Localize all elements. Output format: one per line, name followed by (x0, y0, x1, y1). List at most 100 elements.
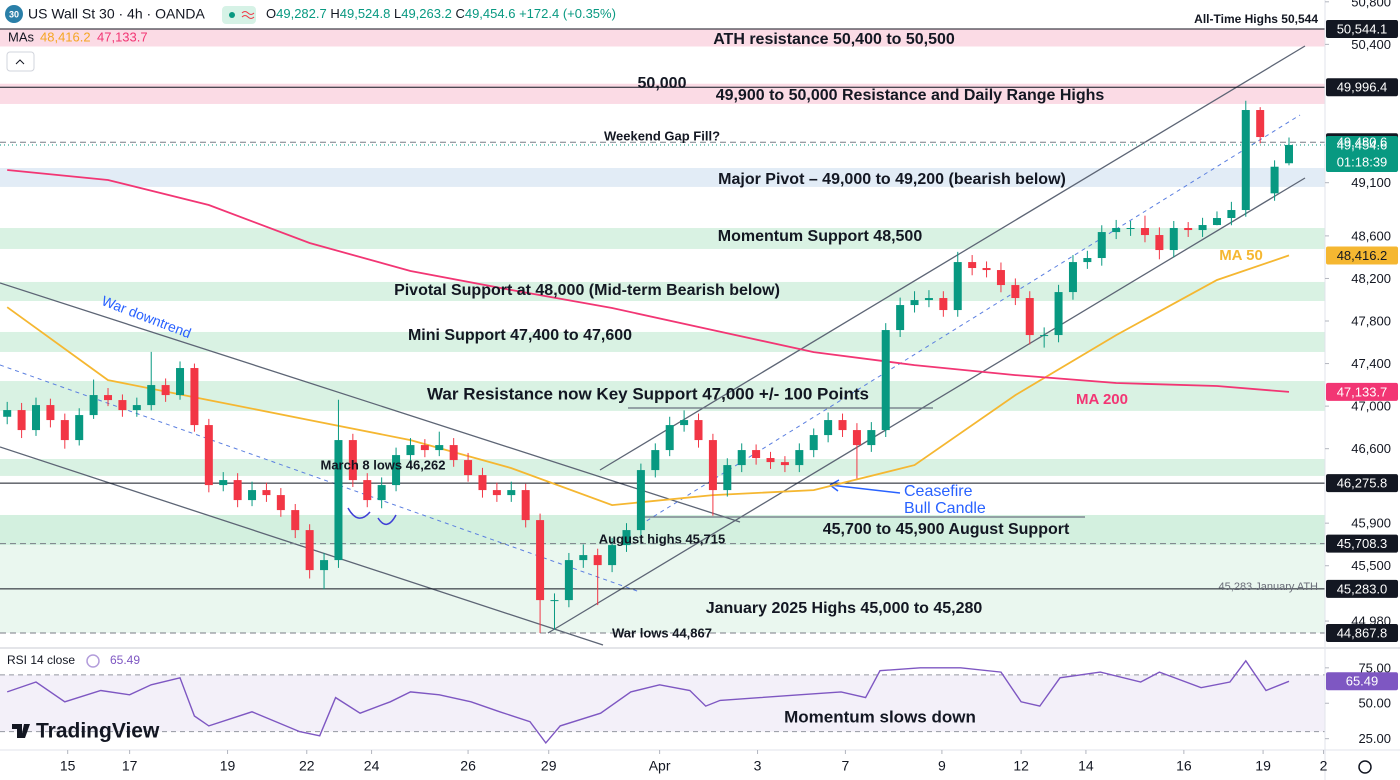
ohlc-key: C (455, 6, 464, 21)
trend-line (547, 177, 1306, 634)
hand-mark (377, 514, 397, 525)
candle-body (521, 490, 530, 521)
level-label: 45,283.0 (1337, 581, 1388, 596)
zone-label: War Resistance now Key Support 47,000 +/… (427, 384, 869, 403)
candle-body (622, 530, 631, 546)
candle-body (75, 415, 84, 441)
candle-body (1241, 110, 1250, 211)
settings-button[interactable] (1358, 760, 1372, 774)
y-tick-label: 45,900 (1351, 516, 1391, 531)
y-tick-label: 48,200 (1351, 271, 1391, 286)
candle-body (420, 445, 429, 451)
change: +172.4 (+0.35%) (519, 6, 616, 21)
y-tick-label: 47,800 (1351, 313, 1391, 328)
candle-body (608, 545, 617, 566)
candle-body (1155, 235, 1164, 251)
candle-body (204, 425, 213, 486)
candle-body (752, 450, 761, 459)
candle-body (896, 305, 905, 331)
ma-label: 48,416.2 (1337, 248, 1388, 263)
zone (0, 381, 1325, 411)
symbol-icon (5, 5, 23, 23)
ohlc-key: H (330, 6, 339, 21)
y-tick-label: 50,800 (1351, 0, 1391, 9)
candle-body (953, 262, 962, 311)
zone (0, 228, 1325, 249)
y-tick-label: 48,600 (1351, 228, 1391, 243)
ma-label-box (1326, 246, 1398, 265)
rsi-tick-label: 50.00 (1358, 696, 1391, 711)
ohlc-value: 49,454.6 (465, 6, 516, 21)
ohlc-value: 49,282.7 (276, 6, 327, 21)
annotation: 45,283 January ATH (1219, 581, 1319, 593)
candle-body (881, 330, 890, 431)
y-tick-label: 49,100 (1351, 175, 1391, 190)
candle-body (1068, 262, 1077, 293)
ma-legend: MA 200 (1076, 391, 1128, 408)
rsi-title[interactable]: RSI 14 close (7, 653, 75, 667)
level-label: 45,708.3 (1337, 536, 1388, 551)
candle-body (910, 300, 919, 306)
x-tick-label: 29 (541, 758, 557, 774)
candle-body (996, 270, 1005, 286)
candle-body (680, 420, 689, 426)
candle-body (1169, 228, 1178, 251)
candle-body (305, 530, 314, 571)
ma-label: 47,133.7 (1337, 384, 1388, 399)
axis-layer: 50,800 50,400 49,100 48,600 48,200 47,800 47,4… (60, 0, 1398, 774)
collapse-button[interactable] (6, 51, 35, 72)
candle-body (780, 462, 789, 466)
candle-body (1270, 166, 1279, 194)
collapse-icon (15, 59, 25, 65)
candle-body (248, 490, 257, 501)
candle-body (924, 298, 933, 301)
rsi-line (6, 659, 1290, 745)
rsi-label-box (1326, 672, 1398, 691)
symbol[interactable]: US Wall St 30 · 4h · OANDA (28, 6, 206, 22)
candle-body (550, 600, 559, 602)
candle-body (348, 440, 357, 481)
candle-body (464, 460, 473, 476)
y-tick-label: 47,000 (1351, 399, 1391, 414)
candle-body (593, 555, 602, 566)
candle-body (132, 405, 141, 411)
trend-midline (639, 114, 1301, 526)
x-tick-label: 17 (122, 758, 138, 774)
zone (0, 28, 1325, 47)
countdown: 01:18:39 (1337, 154, 1388, 169)
candle-body (708, 440, 717, 491)
candle-body (89, 395, 98, 416)
trend-line (0, 446, 604, 646)
status-icon (241, 11, 255, 19)
candle-body (824, 420, 833, 436)
candle-body (1083, 258, 1092, 263)
candle-body (118, 400, 127, 411)
status-badge[interactable] (222, 6, 256, 24)
annotation: Ceasefire (904, 483, 973, 500)
candle-body (809, 435, 818, 451)
candle-body (406, 445, 415, 456)
candle-body (435, 445, 444, 451)
x-tick-label: 22 (299, 758, 315, 774)
x-tick-label: 9 (938, 758, 946, 774)
zone (0, 331, 1325, 352)
ohlc-key: O (266, 6, 276, 21)
ohlc: O49,282.7 H49,524.8 L49,263.2 C49,454.6 … (266, 6, 616, 21)
candle-body (392, 455, 401, 486)
zone-label: Major Pivot – 49,000 to 49,200 (bearish … (718, 171, 1066, 188)
y-tick-label: 47,400 (1351, 356, 1391, 371)
level-label-box (1326, 20, 1398, 39)
zone-label: Pivotal Support at 48,000 (Mid-term Bear… (394, 282, 780, 299)
candle-body (1256, 110, 1265, 138)
zone-label: January 2025 Highs 45,000 to 45,280 (706, 600, 983, 617)
ma-line (6, 254, 1290, 507)
candle-body (1227, 210, 1236, 219)
candle-body (651, 450, 660, 471)
x-tick-label: 3 (754, 758, 762, 774)
rsi-label: 65.49 (1346, 674, 1379, 689)
zone-label: Mini Support 47,400 to 47,600 (408, 327, 632, 344)
ma-header[interactable]: MAs (8, 29, 35, 44)
candle-body (723, 465, 732, 491)
candle-body (17, 410, 26, 431)
